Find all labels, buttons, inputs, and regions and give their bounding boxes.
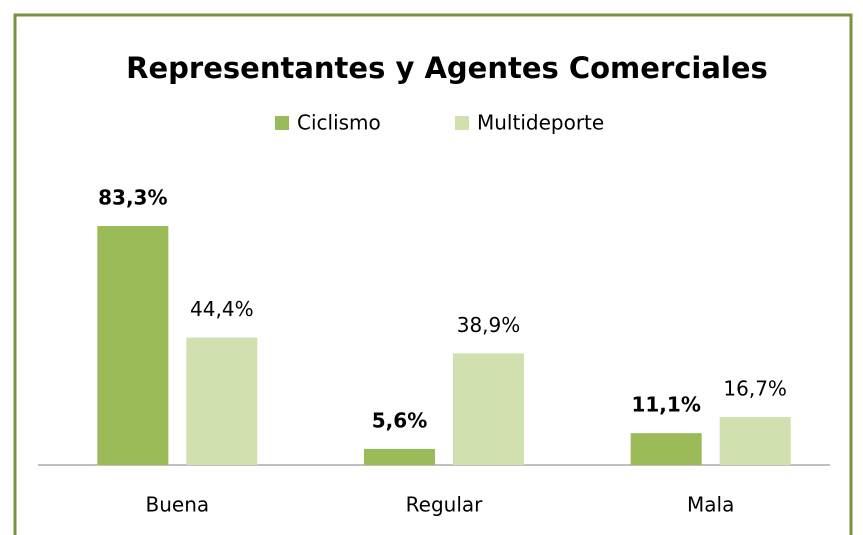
data-label: 38,9% (457, 313, 521, 337)
data-label: 16,7% (723, 377, 787, 401)
bar (186, 337, 258, 465)
legend-swatch (455, 116, 469, 130)
data-label: 83,3% (98, 186, 167, 210)
bar (719, 417, 791, 465)
data-label: 44,4% (190, 297, 254, 321)
bar (97, 226, 169, 465)
bar (453, 353, 524, 465)
data-label: 11,1% (631, 393, 700, 417)
legend-swatch (275, 116, 289, 130)
x-tick-label: Buena (146, 493, 210, 517)
x-tick-label: Mala (687, 493, 734, 517)
bar (364, 448, 435, 465)
legend-label: Ciclismo (297, 111, 381, 135)
data-label: 5,6% (372, 408, 427, 432)
x-tick-label: Regular (406, 493, 483, 517)
chart-title: Representantes y Agentes Comerciales (126, 51, 768, 85)
legend-label: Multideporte (477, 111, 604, 135)
bar (630, 433, 702, 465)
